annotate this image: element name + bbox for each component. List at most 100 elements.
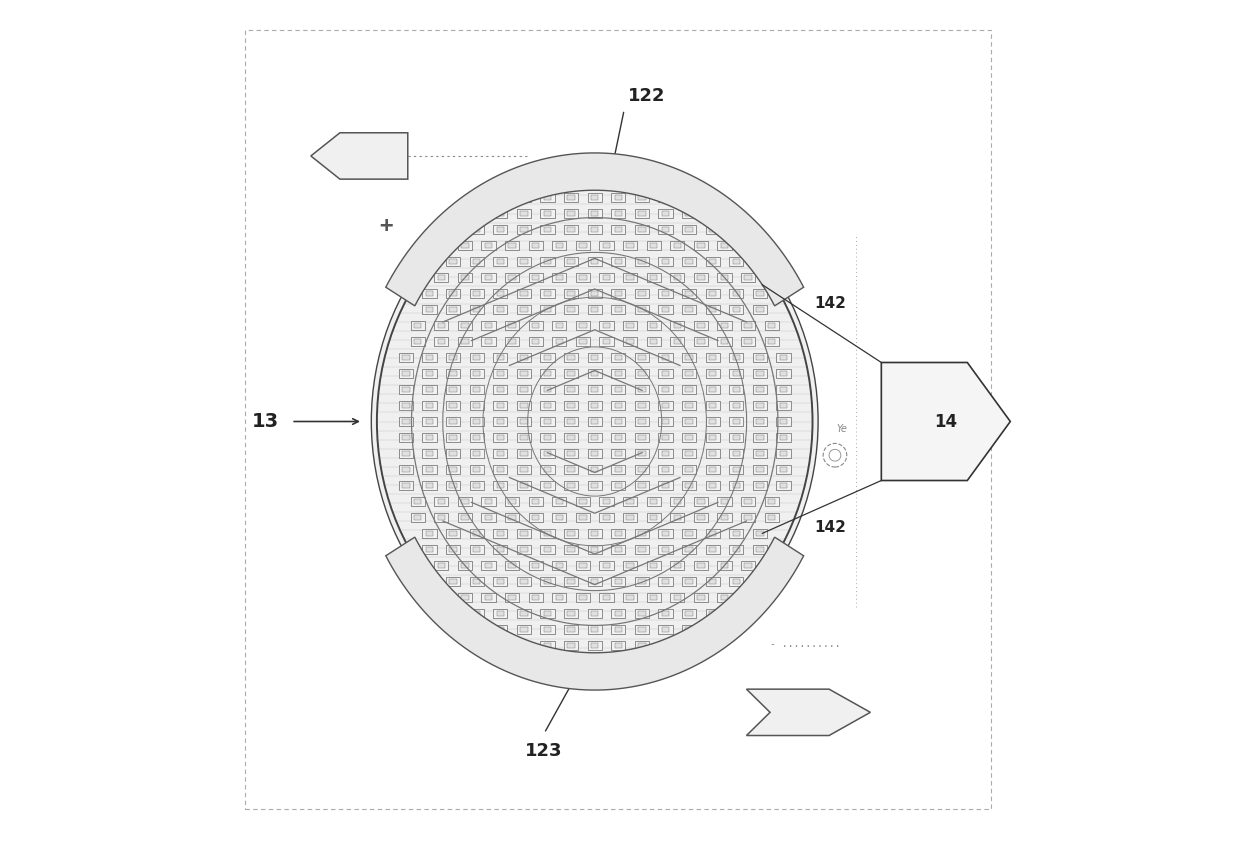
Bar (532, 339, 539, 344)
Bar (423, 352, 436, 362)
Bar (481, 513, 496, 523)
Bar (517, 642, 531, 651)
Bar (494, 400, 507, 410)
Bar (544, 547, 552, 552)
Bar (556, 323, 563, 328)
Bar (615, 451, 622, 456)
Bar (742, 273, 755, 282)
Bar (588, 545, 601, 555)
Bar (662, 403, 670, 408)
Bar (517, 481, 531, 491)
Bar (496, 307, 503, 312)
Bar (729, 529, 744, 539)
Bar (423, 481, 436, 491)
Bar (568, 227, 575, 232)
Bar (753, 481, 768, 491)
Bar (693, 561, 708, 570)
Bar (611, 288, 625, 298)
Bar (544, 355, 552, 360)
Text: 14: 14 (934, 412, 957, 431)
Bar (496, 547, 503, 552)
Bar (615, 419, 622, 424)
Bar (635, 257, 649, 266)
Bar (611, 545, 625, 555)
Bar (494, 288, 507, 298)
Bar (733, 371, 740, 376)
Bar (756, 371, 764, 376)
Bar (706, 384, 720, 394)
Bar (544, 451, 552, 456)
Bar (564, 257, 578, 266)
Bar (517, 384, 531, 394)
Bar (765, 513, 779, 523)
Bar (733, 483, 740, 488)
Bar (742, 336, 755, 346)
Bar (709, 467, 717, 472)
Bar (485, 563, 492, 568)
Bar (744, 563, 751, 568)
Bar (693, 336, 708, 346)
Bar (568, 643, 575, 648)
Bar (494, 369, 507, 378)
Text: 122: 122 (629, 88, 666, 105)
Bar (599, 336, 614, 346)
Bar (568, 579, 575, 584)
Bar (494, 448, 507, 459)
Bar (564, 369, 578, 378)
Bar (626, 563, 634, 568)
Bar (599, 513, 614, 523)
Bar (423, 448, 436, 459)
Bar (528, 320, 543, 330)
Bar (449, 387, 456, 392)
Bar (564, 192, 578, 201)
Bar (658, 417, 672, 427)
Bar (742, 320, 755, 330)
Bar (615, 195, 622, 200)
Bar (591, 371, 599, 376)
Bar (579, 339, 587, 344)
Bar (470, 417, 484, 427)
Bar (682, 400, 697, 410)
Bar (622, 561, 637, 570)
Bar (575, 593, 590, 602)
Bar (706, 304, 720, 314)
Bar (615, 227, 622, 232)
Bar (753, 417, 768, 427)
Bar (544, 643, 552, 648)
Bar (472, 419, 480, 424)
Bar (425, 531, 433, 536)
Bar (706, 529, 720, 539)
Bar (611, 433, 625, 442)
Bar (588, 577, 601, 587)
Bar (693, 273, 708, 282)
Bar (639, 403, 646, 408)
Bar (496, 403, 503, 408)
Text: 142: 142 (815, 519, 846, 534)
Bar (635, 577, 649, 587)
Bar (718, 241, 732, 250)
Bar (682, 609, 697, 619)
Bar (706, 465, 720, 474)
Bar (472, 291, 480, 296)
Bar (670, 497, 684, 506)
Bar (682, 626, 697, 634)
Bar (528, 336, 543, 346)
Bar (718, 593, 732, 602)
Bar (425, 451, 433, 456)
Bar (402, 451, 409, 456)
Bar (611, 400, 625, 410)
Bar (686, 291, 693, 296)
Bar (756, 307, 764, 312)
Bar (461, 275, 469, 280)
Bar (438, 339, 445, 344)
Bar (658, 257, 672, 266)
Bar (552, 561, 567, 570)
Bar (541, 433, 554, 442)
Bar (639, 531, 646, 536)
Bar (635, 448, 649, 459)
Bar (603, 515, 610, 520)
Bar (481, 320, 496, 330)
Bar (434, 320, 449, 330)
Bar (517, 609, 531, 619)
Bar (544, 307, 552, 312)
